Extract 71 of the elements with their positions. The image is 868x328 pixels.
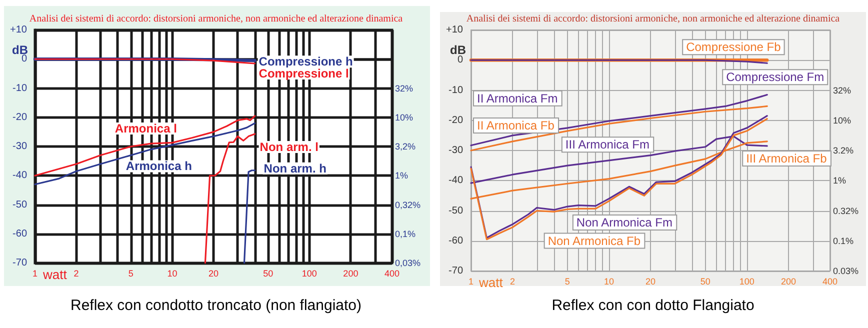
text: 0,03% bbox=[395, 258, 421, 268]
text: 1% bbox=[833, 176, 846, 186]
y-tick-label: -20 bbox=[12, 112, 28, 123]
text: 0.03% bbox=[833, 266, 859, 276]
text: Reflex con condotto troncato (non flangiato) bbox=[70, 297, 362, 314]
x-tick-label: 100 bbox=[739, 276, 754, 286]
series-label: Armonica h bbox=[126, 159, 192, 174]
x-tick-label: 20 bbox=[208, 268, 219, 278]
x-tick-label: 1 bbox=[32, 268, 38, 278]
text: 0.1% bbox=[833, 236, 854, 246]
text: 0,1% bbox=[395, 228, 416, 239]
x-tick-label: 5 bbox=[128, 268, 134, 278]
y-tick-label: -60 bbox=[12, 228, 28, 240]
text: 10% bbox=[395, 112, 414, 122]
x-tick-label: 50 bbox=[700, 276, 710, 286]
text: 10% bbox=[833, 115, 852, 126]
series-label: Compressione l bbox=[258, 66, 349, 80]
x-tick-label: 200 bbox=[343, 268, 358, 278]
y-tick-label: -30 bbox=[12, 141, 28, 152]
y-tick-label: -10 bbox=[12, 82, 28, 94]
y-tick-label: +10 bbox=[446, 24, 464, 36]
series-label: Armonica l bbox=[114, 122, 177, 136]
text: 32% bbox=[395, 83, 414, 94]
series-label: Compressione h bbox=[258, 54, 353, 69]
y-tick-label: -50 bbox=[12, 199, 28, 210]
text: 3.2% bbox=[833, 146, 854, 156]
series-label: Non arm. h bbox=[264, 161, 326, 176]
y-tick-label: -20 bbox=[448, 114, 464, 126]
x-tick-label: 200 bbox=[780, 276, 796, 286]
y-tick-label: -10 bbox=[448, 84, 464, 96]
text: 32% bbox=[833, 85, 852, 96]
y-tick-label: -70 bbox=[12, 258, 28, 268]
series-label: II Armonica Fb bbox=[477, 118, 555, 132]
text: 0.32% bbox=[833, 206, 859, 216]
text: 3,2% bbox=[395, 142, 416, 152]
x-tick-label: 400 bbox=[822, 276, 838, 286]
series-label: III Armonica Fb bbox=[746, 151, 828, 166]
y-tick-label: 0 bbox=[457, 54, 464, 66]
y-tick-label: -40 bbox=[448, 175, 464, 186]
y-tick-label: -40 bbox=[12, 170, 28, 182]
y-tick-label: -60 bbox=[448, 235, 464, 246]
x-tick-label: 400 bbox=[384, 268, 400, 278]
x-tick-label: 100 bbox=[302, 268, 317, 278]
x-tick-label: 2 bbox=[74, 268, 79, 278]
y-tick-label: -50 bbox=[448, 205, 464, 216]
text: Reflex con con dotto Flangiato bbox=[552, 297, 754, 314]
x-tick-label: 10 bbox=[604, 276, 614, 286]
series-label: II Armonica Fm bbox=[477, 91, 558, 106]
series-label: Non arm. l bbox=[260, 140, 318, 154]
chart-title: Analisi dei sistemi di accordo: distorsioni armoniche, non armoniche ed alterazione dinamica bbox=[29, 14, 404, 24]
series-label: Compressione Fb bbox=[686, 40, 782, 54]
x-tick-label: 50 bbox=[263, 268, 274, 278]
x-axis-title: watt bbox=[478, 275, 504, 290]
series-label: Non Armonica Fb bbox=[548, 234, 641, 248]
chart-title: Analisi dei sistemi di accordo: distorsioni armoniche, non armoniche ed alterazione dinamica bbox=[466, 14, 840, 24]
y-tick-label: 0 bbox=[21, 54, 28, 65]
series-label: Compressione Fm bbox=[726, 70, 824, 84]
y-tick-label: +10 bbox=[10, 24, 28, 36]
x-axis-title: watt bbox=[42, 267, 68, 282]
series-label: Non Armonica Fm bbox=[576, 216, 672, 230]
y-tick-label: -30 bbox=[448, 145, 464, 156]
text: 1% bbox=[395, 170, 408, 181]
x-tick-label: 10 bbox=[167, 268, 178, 278]
x-tick-label: 20 bbox=[645, 276, 656, 286]
x-tick-label: 2 bbox=[510, 276, 516, 286]
x-tick-label: 5 bbox=[564, 276, 570, 286]
y-tick-label: -70 bbox=[448, 266, 464, 276]
x-tick-label: 1 bbox=[468, 276, 474, 286]
series-label: III Armonica Fm bbox=[565, 138, 650, 152]
y-axis-title: dB bbox=[450, 43, 466, 57]
text: 0,32% bbox=[395, 200, 421, 210]
